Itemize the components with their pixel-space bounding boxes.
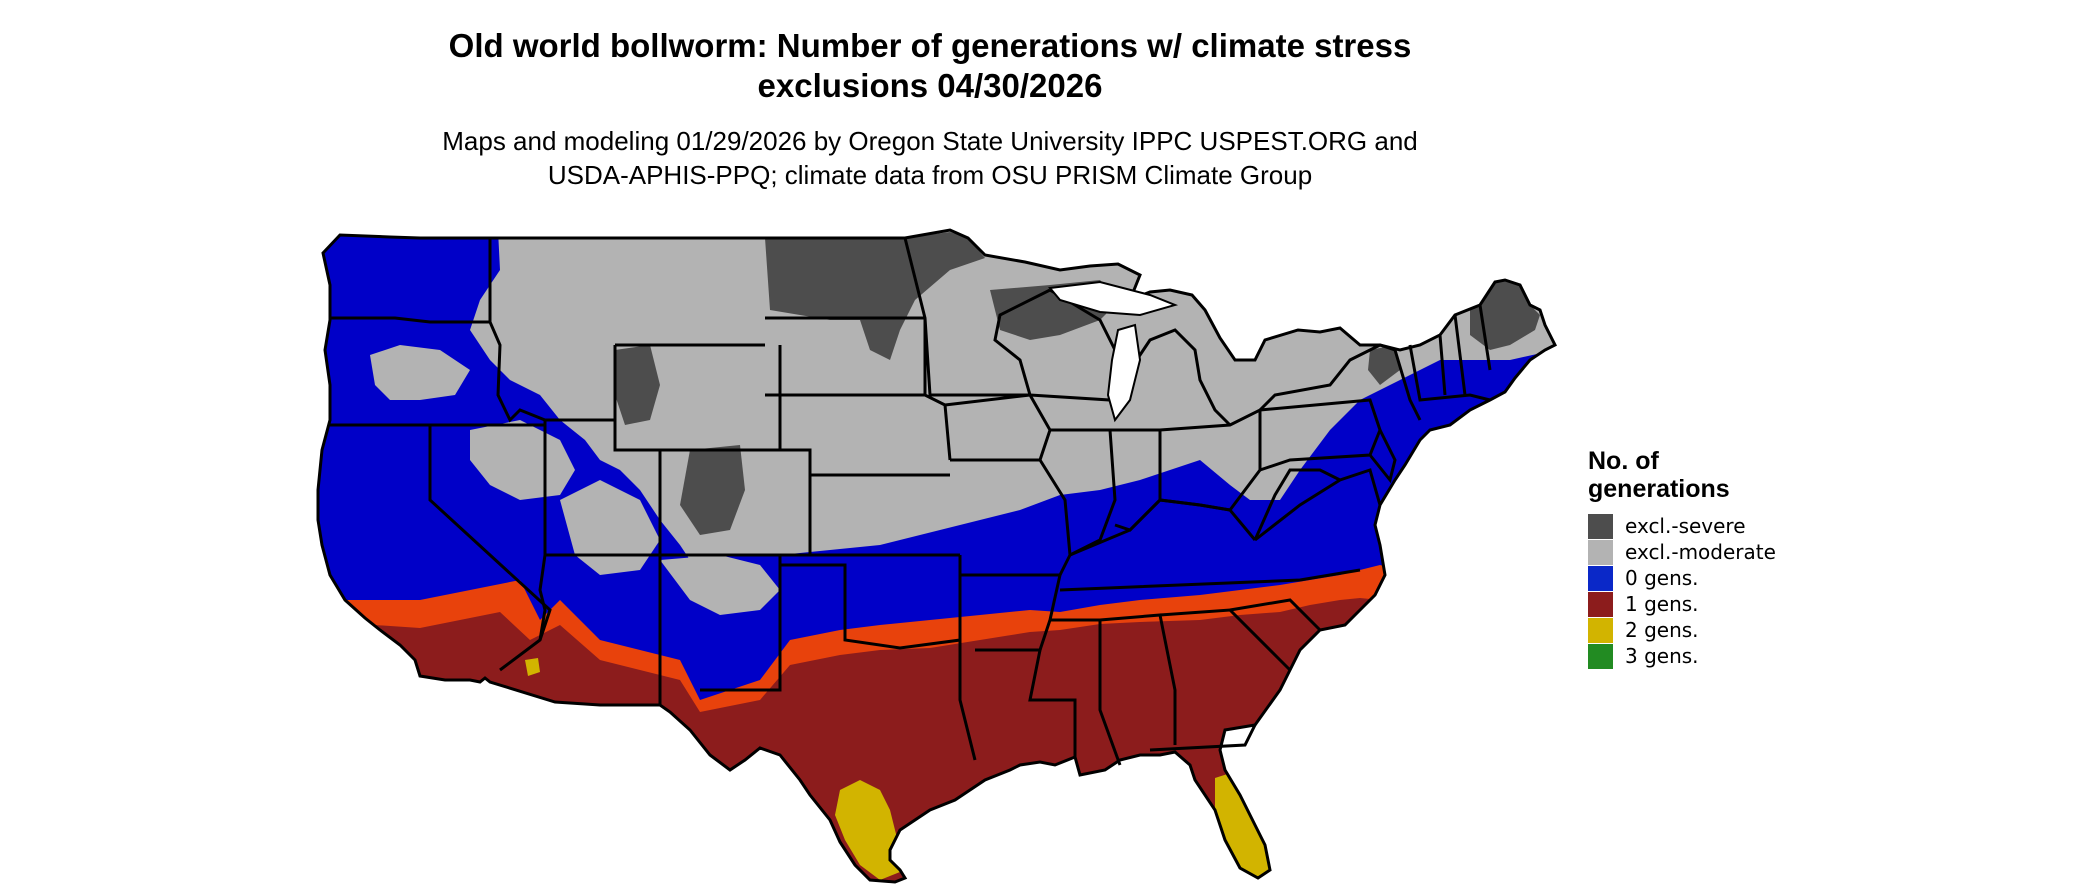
border-la <box>975 648 1077 757</box>
lake-superior <box>1048 280 1179 317</box>
zone-excl-moderate-nevada <box>470 420 575 500</box>
legend-label: 2 gens. <box>1625 618 1699 642</box>
title-line-2: exclusions 04/30/2026 <box>757 67 1103 104</box>
zone-two-generations-florida <box>1215 770 1270 880</box>
zone-excl-severe-colorado <box>680 445 745 535</box>
zone-excl-severe-north-plains <box>765 232 985 360</box>
national-outline <box>316 228 1558 884</box>
border-nj-de-md <box>1368 429 1397 484</box>
border-ny <box>1258 343 1422 421</box>
lake-michigan <box>1106 323 1142 423</box>
legend-label: 0 gens. <box>1625 566 1699 590</box>
legend-swatch <box>1588 513 1613 539</box>
map-subtitle: Maps and modeling 01/29/2026 by Oregon S… <box>380 124 1480 192</box>
border-id <box>488 238 615 423</box>
legend-item: 3 gens. <box>1588 643 1776 669</box>
border-mn <box>923 288 1051 397</box>
zone-excl-moderate-az-nm <box>660 555 780 615</box>
border-ga-sc <box>1159 608 1292 672</box>
border-az <box>499 554 547 672</box>
legend-title-line-2: generations <box>1588 475 1730 503</box>
border-pa <box>1259 398 1382 472</box>
border-wa-or <box>330 316 490 324</box>
state-borders <box>316 228 1558 884</box>
border-ky-north <box>1069 498 1257 557</box>
border-new-england <box>1408 344 1491 402</box>
great-lakes <box>1048 280 1179 423</box>
legend-item: 2 gens. <box>1588 617 1776 643</box>
legend-swatch <box>1588 643 1613 669</box>
border-ca-nv <box>428 425 552 641</box>
border-ga-fl <box>1149 724 1257 752</box>
legend-swatch <box>1588 539 1613 565</box>
legend: No. of generations excl.-severe excl.-mod… <box>1588 447 1776 669</box>
legend-title-line-1: No. of <box>1588 447 1659 475</box>
legend-swatch <box>1588 565 1613 591</box>
border-il <box>1050 428 1117 557</box>
map-title: Old world bollworm: Number of generation… <box>380 26 1480 106</box>
legend-label: excl.-moderate <box>1625 540 1776 564</box>
border-wv <box>1253 468 1341 541</box>
zone-two-generations-texas <box>835 780 905 880</box>
legend-item: 1 gens. <box>1588 591 1776 617</box>
legend-label: 1 gens. <box>1625 592 1699 616</box>
zone-two-generations-california <box>525 658 540 676</box>
legend-swatch <box>1588 591 1613 617</box>
border-nc-sc <box>1229 598 1322 632</box>
zone-excl-severe-adirondacks <box>1368 345 1400 385</box>
subtitle-line-1: Maps and modeling 01/29/2026 by Oregon S… <box>442 126 1418 156</box>
border-vt-nh-me <box>1438 304 1492 396</box>
title-line-1: Old world bollworm: Number of generation… <box>448 27 1412 64</box>
zone-excl-moderate-west <box>370 345 470 400</box>
border-al-ga <box>1099 613 1177 745</box>
zone-excl-moderate-utah <box>560 480 660 575</box>
border-ok <box>780 555 962 650</box>
zone-excl-severe-wyoming <box>615 345 660 425</box>
border-ms-al <box>1050 618 1122 766</box>
border-ky-tn <box>1059 568 1361 592</box>
legend-title: No. of generations <box>1588 447 1776 503</box>
legend-item: excl.-severe <box>1588 513 1776 539</box>
legend-label: excl.-severe <box>1625 514 1746 538</box>
legend-label: 3 gens. <box>1625 644 1699 668</box>
border-tx-east <box>958 640 977 761</box>
legend-item: excl.-moderate <box>1588 539 1776 565</box>
subtitle-line-2: USDA-APHIS-PPQ; climate data from OSU PR… <box>547 160 1313 190</box>
legend-item: 0 gens. <box>1588 565 1776 591</box>
legend-swatch <box>1588 617 1613 643</box>
legend-items: excl.-severe excl.-moderate 0 gens. 1 gens.… <box>1588 513 1776 669</box>
border-sd-ne <box>765 393 952 461</box>
